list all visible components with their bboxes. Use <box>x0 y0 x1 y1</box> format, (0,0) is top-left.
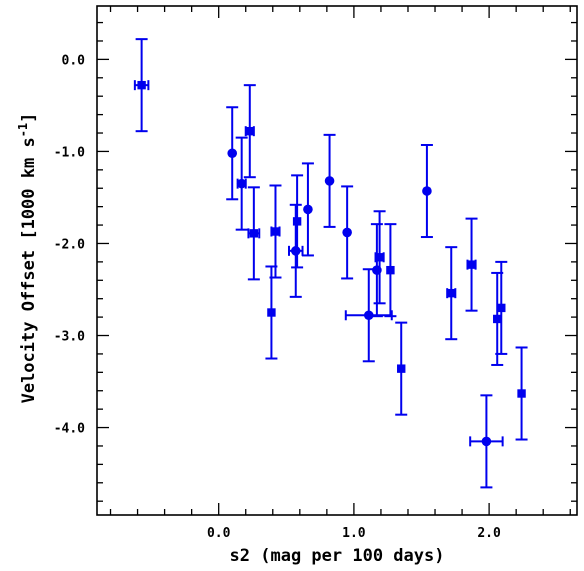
data-point-square <box>245 126 254 136</box>
data-point-circle <box>372 265 382 275</box>
y-axis-label: Velocity Offset [1000 km s-1] <box>16 113 39 404</box>
y-tick-label: -1.0 <box>54 145 85 160</box>
data-point-square <box>447 288 456 298</box>
data-point-circle <box>481 436 492 447</box>
y-tick-label: -2.0 <box>54 237 85 252</box>
data-point-square <box>137 80 146 90</box>
data-point-square <box>271 227 280 236</box>
x-axis-label: s2 (mag per 100 days) <box>230 546 445 566</box>
data-point-circle <box>290 246 301 256</box>
data-point-square <box>267 308 276 317</box>
x-tick-label: 1.0 <box>342 526 366 541</box>
data-point-circle <box>363 310 374 321</box>
data-point-square <box>292 217 302 226</box>
y-axis-label-main: Velocity Offset [1000 km s <box>19 137 39 403</box>
tick-labels: 0.0 1.0 2.0 0.0 -1.0 -2.0 -3.0 -4.0 <box>54 53 501 541</box>
y-axis-label-tail: ] <box>19 113 39 123</box>
plot-frame <box>96 5 578 516</box>
data-point-circle <box>236 178 247 189</box>
data-point-square <box>517 389 526 398</box>
axis-ticks <box>97 6 577 515</box>
data-point-square <box>397 364 406 373</box>
data-point-circle <box>324 176 335 186</box>
y-axis-label-superscript: -1 <box>16 123 30 137</box>
y-tick-label: -4.0 <box>54 422 85 437</box>
x-tick-label: 0.0 <box>207 526 231 541</box>
data-points <box>137 80 526 447</box>
y-tick-label: 0.0 <box>62 53 86 68</box>
data-point-square <box>386 265 395 275</box>
data-point-square <box>467 260 476 269</box>
y-tick-label: -3.0 <box>54 330 85 345</box>
x-tick-label: 2.0 <box>477 526 501 541</box>
data-point-square <box>249 229 259 238</box>
data-point-circle <box>303 204 313 215</box>
data-point-square <box>493 314 502 324</box>
data-point-square <box>497 303 506 313</box>
data-point-circle <box>227 148 238 159</box>
data-point-circle <box>342 227 352 238</box>
data-point-square <box>375 253 384 262</box>
data-point-circle <box>422 186 432 196</box>
